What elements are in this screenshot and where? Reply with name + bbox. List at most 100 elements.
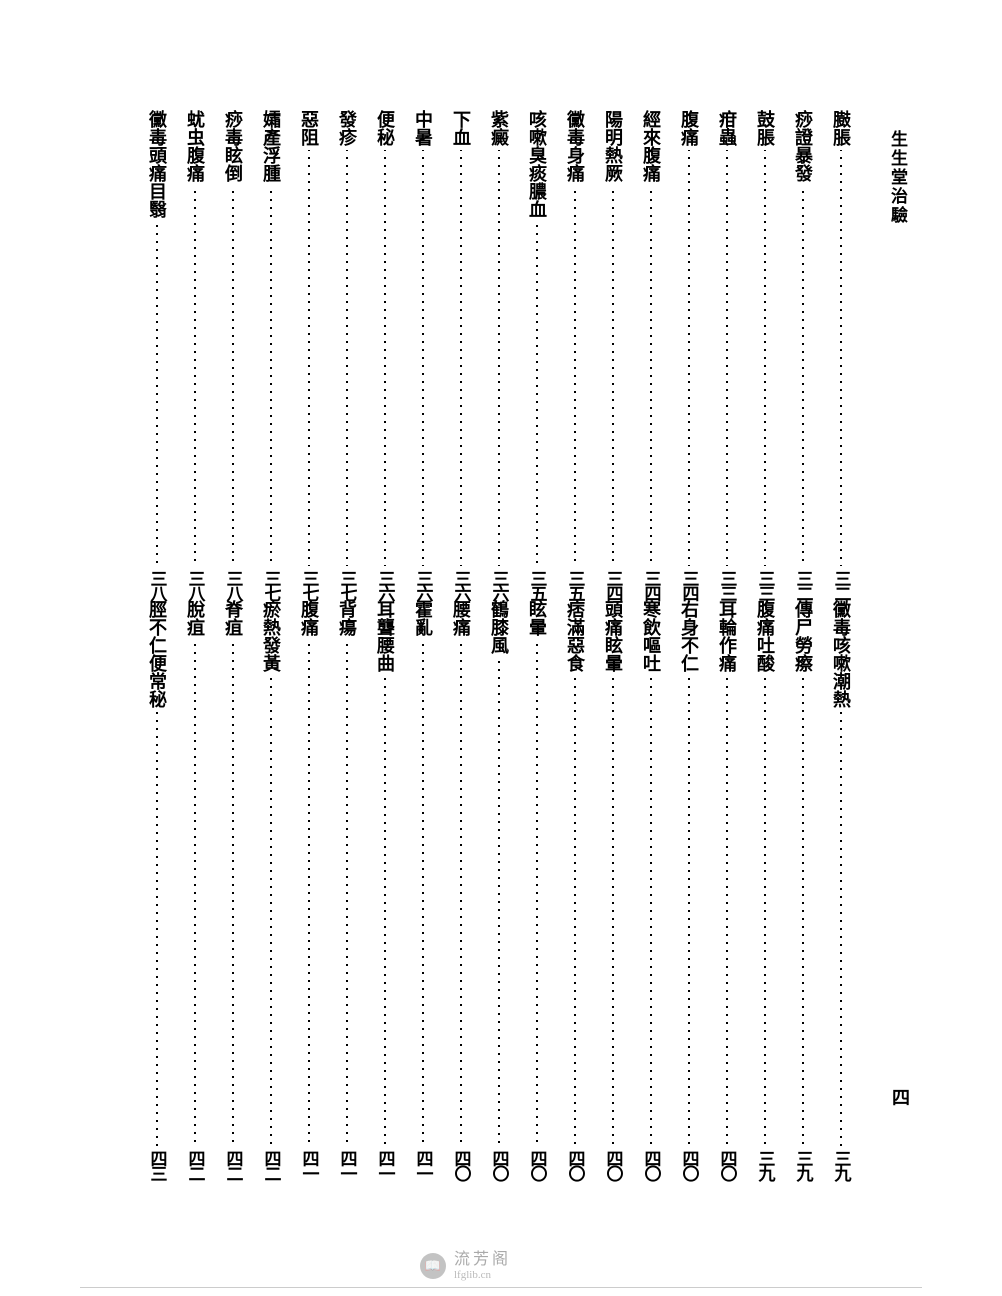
watermark-cn: 流芳阁 (454, 1251, 511, 1269)
dot-leader (307, 150, 311, 566)
toc-column: 疳蟲三三耳輪作痛四〇 (708, 110, 746, 1180)
book-icon: 📖 (420, 1253, 446, 1279)
entry-page: 四〇 (563, 1150, 588, 1180)
toc-column: 發疹三七背瘍四一 (328, 110, 366, 1180)
toc-entry: 背瘍四一 (328, 600, 366, 1180)
entry-title: 鼓脹 (752, 110, 778, 146)
entry-title: 瘀熱發黃 (258, 600, 284, 672)
entry-page: 四〇 (487, 1150, 512, 1180)
dot-leader (345, 640, 349, 1146)
entry-title: 脛不仁便常秘 (144, 600, 170, 708)
entry-page: 三七 (259, 570, 284, 600)
entry-page: 四一 (411, 1150, 436, 1180)
page-content: 生生堂治驗 四 臌脹三二黴毒咳嗽潮熱三九痧證暴發三二傳尸勞瘵三九鼓脹三三腹痛吐酸… (80, 110, 910, 1180)
toc-entry: 咳嗽臭痰膿血三五 (518, 110, 556, 600)
toc-column: 惡阻三七腹痛四一 (290, 110, 328, 1180)
entry-page: 四二 (259, 1150, 284, 1180)
toc-entry: 發疹三七 (328, 110, 366, 600)
entry-page: 三五 (563, 570, 588, 600)
entry-title: 霍亂 (410, 600, 436, 636)
toc-entry: 經來腹痛三四 (632, 110, 670, 600)
entry-title: 腹痛吐酸 (752, 600, 778, 672)
toc-entry: 右身不仁四〇 (670, 600, 708, 1180)
entry-title: 下血 (448, 110, 474, 146)
entry-title: 鶴膝風 (486, 600, 512, 654)
toc-entry: 中暑三六 (404, 110, 442, 600)
entry-page: 三三 (715, 570, 740, 600)
toc-entry: 痧毒眩倒三八 (214, 110, 252, 600)
dot-leader (573, 676, 577, 1146)
toc-entry: 脛不仁便常秘四三 (138, 600, 176, 1180)
toc-entry: 痞滿惡食四〇 (556, 600, 594, 1180)
toc-entry: 霍亂四一 (404, 600, 442, 1180)
entry-title: 頭痛眩暈 (600, 600, 626, 672)
watermark: 📖 流芳阁 lfglib.cn (420, 1251, 511, 1281)
entry-title: 惡阻 (296, 110, 322, 146)
entry-page: 三六 (373, 570, 398, 600)
toc-column: 臌脹三二黴毒咳嗽潮熱三九 (822, 110, 860, 1180)
dot-leader (573, 186, 577, 566)
toc-entry: 臌脹三二 (822, 110, 860, 600)
entry-page: 三六 (449, 570, 474, 600)
toc-entry: 黴毒咳嗽潮熱三九 (822, 600, 860, 1180)
toc-entry: 眩暈四〇 (518, 600, 556, 1180)
dot-leader (459, 150, 463, 566)
entry-title: 黴毒頭痛目翳 (144, 110, 170, 218)
entry-page: 三五 (525, 570, 550, 600)
entry-page: 三六 (411, 570, 436, 600)
toc-entry: 惡阻三七 (290, 110, 328, 600)
entry-page: 四〇 (449, 1150, 474, 1180)
entry-title: 陽明熱厥 (600, 110, 626, 182)
toc-entry: 腹痛四一 (290, 600, 328, 1180)
toc-column: 中暑三六霍亂四一 (404, 110, 442, 1180)
entry-title: 眩暈 (524, 600, 550, 636)
dot-leader (839, 150, 843, 566)
toc-column: 便秘三六耳聾腰曲四一 (366, 110, 404, 1180)
dot-leader (763, 150, 767, 566)
entry-page: 四〇 (677, 1150, 702, 1180)
toc-entry: 黴毒頭痛目翳三八 (138, 110, 176, 600)
entry-title: 背瘍 (334, 600, 360, 636)
entry-title: 腰痛 (448, 600, 474, 636)
dot-leader (383, 150, 387, 566)
toc-column: 下血三六腰痛四〇 (442, 110, 480, 1180)
book-title: 生生堂治驗 (885, 130, 910, 225)
dot-leader (801, 186, 805, 566)
entry-page: 三九 (829, 1150, 854, 1180)
toc-entry: 腰痛四〇 (442, 600, 480, 1180)
toc-column: 經來腹痛三四寒飲嘔吐四〇 (632, 110, 670, 1180)
entry-title: 耳輪作痛 (714, 600, 740, 672)
toc-entry: 痧證暴發三二 (784, 110, 822, 600)
entry-title: 傳尸勞瘵 (790, 600, 816, 672)
entry-page: 三四 (639, 570, 664, 600)
dot-leader (193, 186, 197, 566)
dot-leader (269, 676, 273, 1146)
dot-leader (535, 222, 539, 566)
toc-entry: 便秘三六 (366, 110, 404, 600)
toc-column: 黴毒身痛三五痞滿惡食四〇 (556, 110, 594, 1180)
entry-title: 孀產浮腫 (258, 110, 284, 182)
entry-title: 脫疽 (182, 600, 208, 636)
toc-column: 痧毒眩倒三八脊疽四二 (214, 110, 252, 1180)
toc-entry: 孀產浮腫三七 (252, 110, 290, 600)
entry-page: 四一 (335, 1150, 360, 1180)
toc-column: 鼓脹三三腹痛吐酸三九 (746, 110, 784, 1180)
entry-title: 紫癜 (486, 110, 512, 146)
dot-leader (649, 186, 653, 566)
dot-leader (687, 150, 691, 566)
entry-title: 黴毒咳嗽潮熱 (828, 600, 854, 708)
toc-column: 蚘虫腹痛三八脫疽四二 (176, 110, 214, 1180)
page-number: 四 (892, 1084, 910, 1110)
toc-entry: 頭痛眩暈四〇 (594, 600, 632, 1180)
entry-page: 三七 (335, 570, 360, 600)
toc-entry: 腹痛吐酸三九 (746, 600, 784, 1180)
watermark-text: 流芳阁 lfglib.cn (454, 1251, 511, 1281)
entry-title: 脊疽 (220, 600, 246, 636)
toc-entry: 鼓脹三三 (746, 110, 784, 600)
toc-entry: 耳聾腰曲四一 (366, 600, 404, 1180)
dot-leader (345, 150, 349, 566)
toc-column: 痧證暴發三二傳尸勞瘵三九 (784, 110, 822, 1180)
entry-page: 三四 (601, 570, 626, 600)
dot-leader (801, 676, 805, 1146)
dot-leader (421, 150, 425, 566)
